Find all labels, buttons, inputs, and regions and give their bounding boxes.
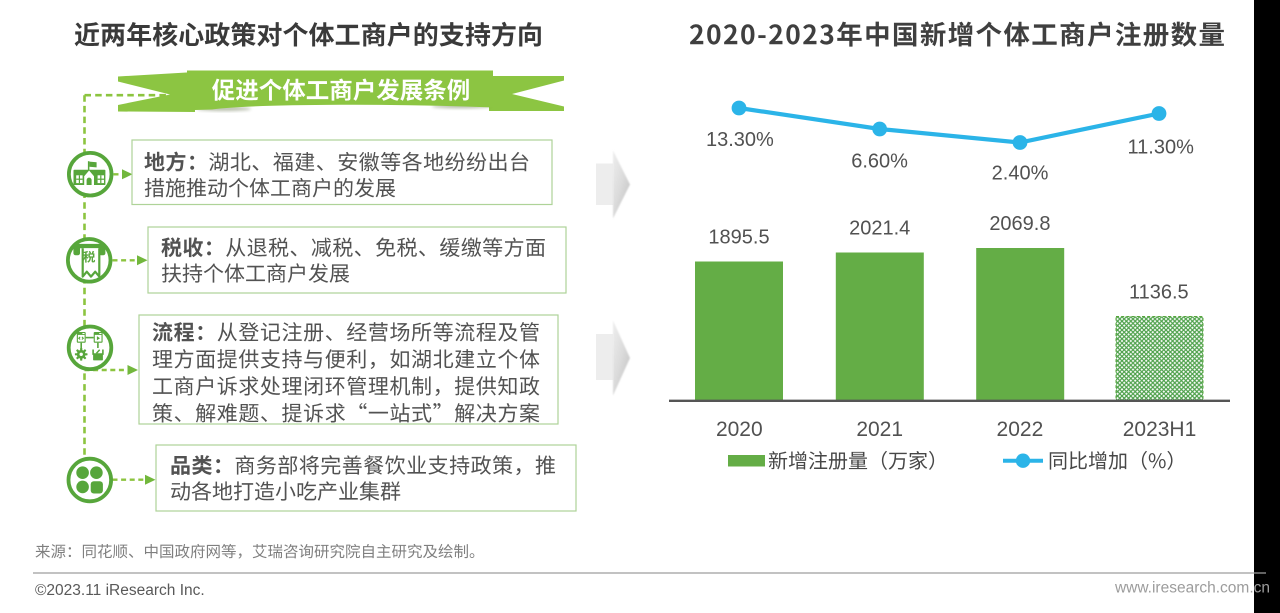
svg-text:11.30%: 11.30%: [1128, 137, 1195, 159]
svg-text:13.30%: 13.30%: [706, 129, 774, 151]
svg-text:6.60%: 6.60%: [851, 151, 908, 173]
svg-text:2020: 2020: [716, 418, 763, 441]
svg-text:1136.5: 1136.5: [1129, 282, 1189, 304]
svg-text:2.40%: 2.40%: [992, 163, 1049, 185]
svg-text:2069.8: 2069.8: [989, 213, 1050, 235]
svg-text:2021: 2021: [856, 418, 903, 441]
svg-text:2021.4: 2021.4: [849, 218, 910, 240]
svg-text:2023H1: 2023H1: [1123, 418, 1197, 441]
svg-text:©2023.11 iResearch Inc.: ©2023.11 iResearch Inc.: [35, 582, 205, 599]
svg-text:www.iresearch.com.cn: www.iresearch.com.cn: [1114, 580, 1270, 597]
svg-text:2022: 2022: [997, 418, 1044, 441]
svg-text:1895.5: 1895.5: [708, 227, 769, 249]
